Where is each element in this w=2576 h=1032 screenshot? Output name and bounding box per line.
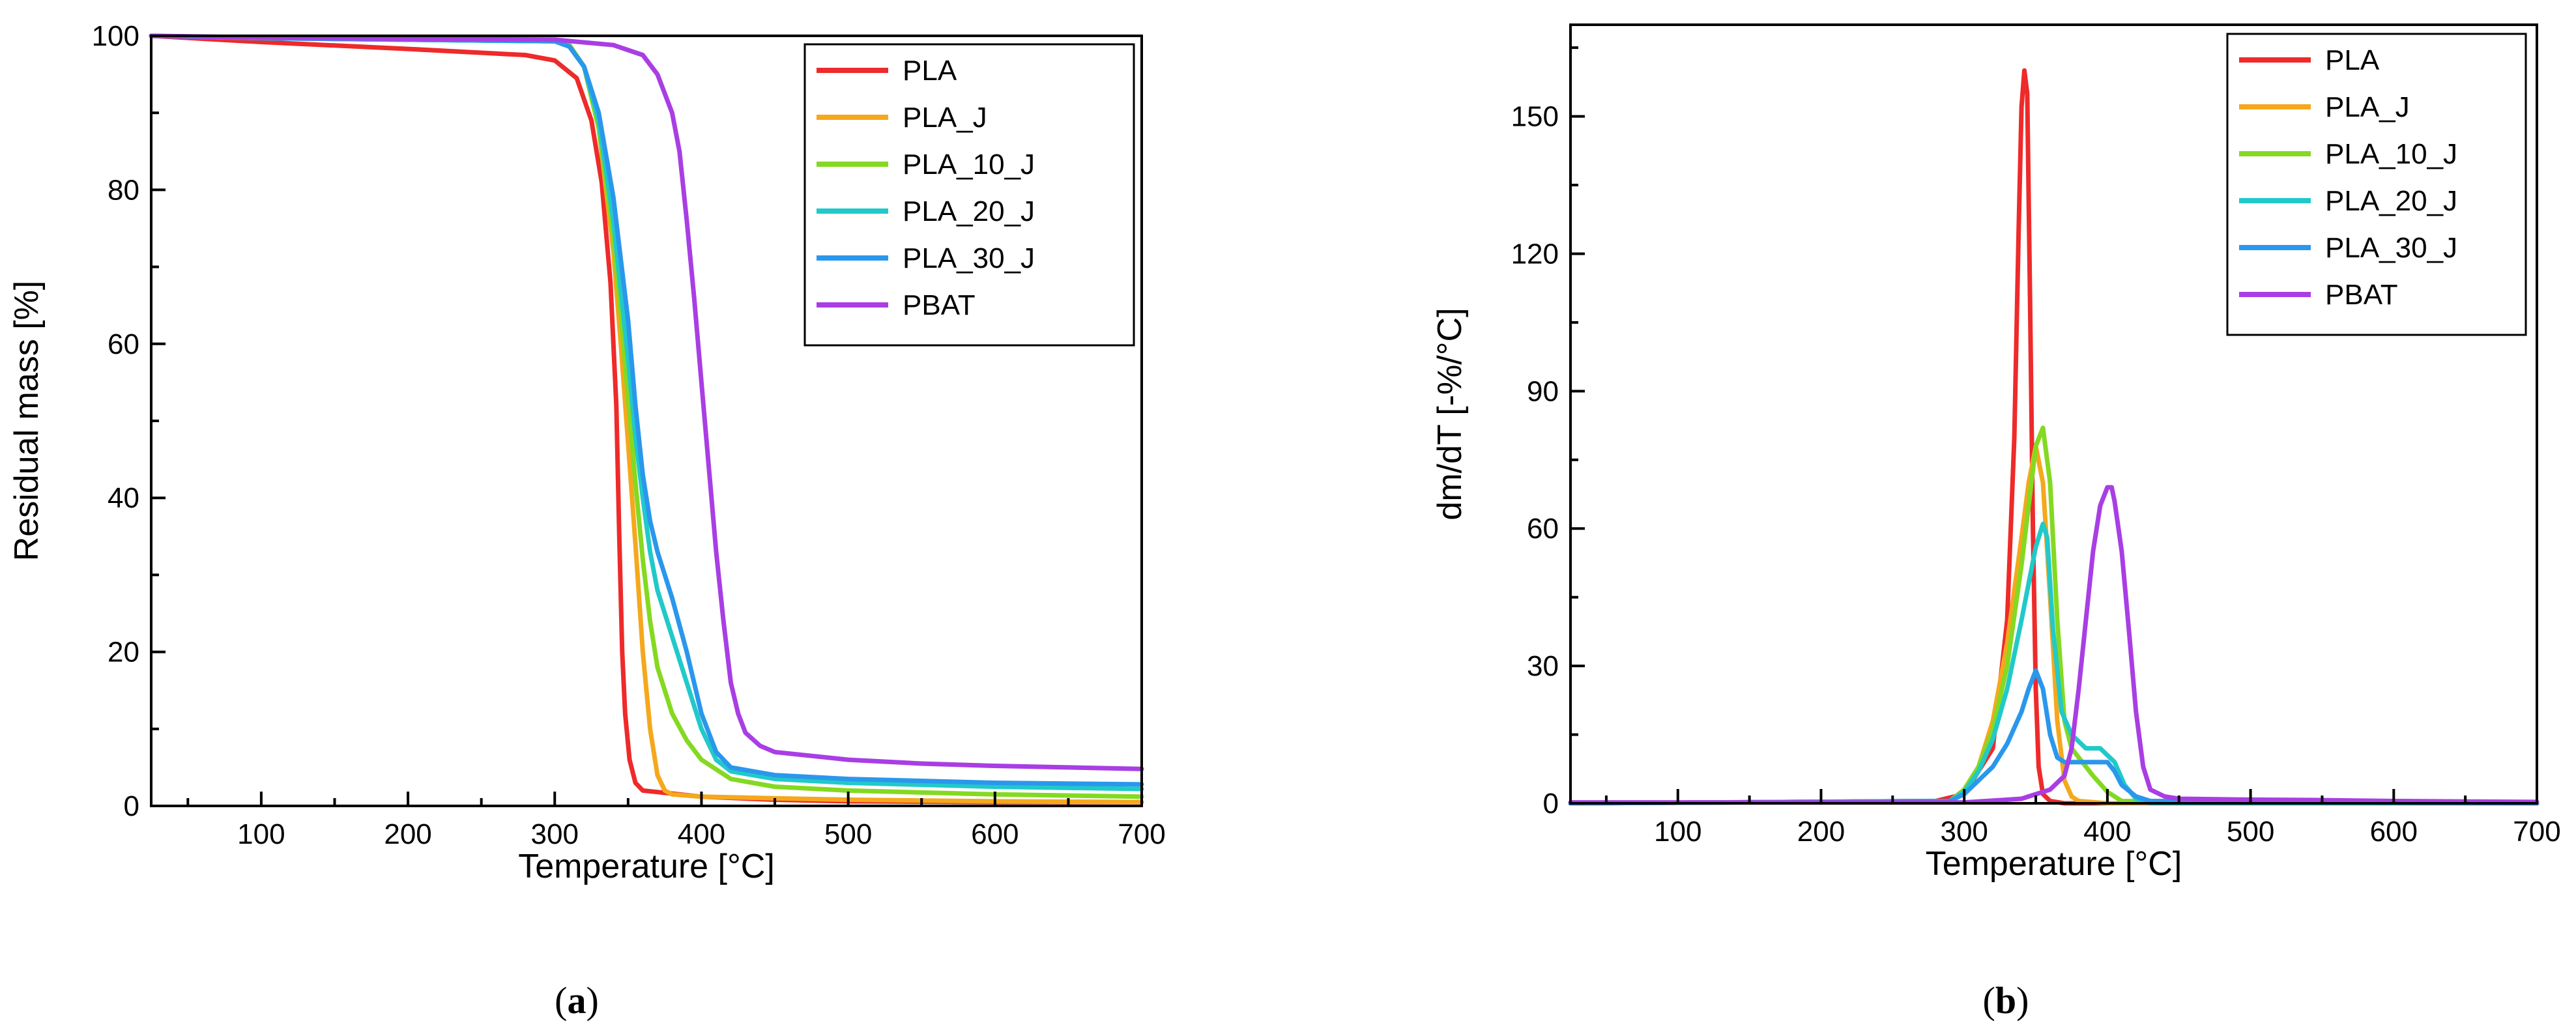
y-tick-label-b-0: 0 [1543,788,1559,820]
y-tick-label-a-60: 60 [108,328,139,360]
y-axis-title-b: dm/dT [-%/°C] [1431,308,1469,520]
x-tick-label-a-400: 400 [678,818,725,850]
legend-label-a-pla-j: PLA_J [903,102,987,134]
legend-box-b [2226,33,2527,336]
legend-b: PLA PLA_J PLA_10_J PLA_20_J PLA_30_J PBAT [2226,33,2527,336]
legend-label-b-pla-j: PLA_J [2325,91,2410,123]
legend-a: PLA PLA_J PLA_10_J PLA_20_J PLA_30_J PBAT [803,43,1135,347]
legend-label-b-pla: PLA [2325,44,2380,76]
y-tick-label-a-0: 0 [124,790,139,822]
legend-label-a-pla-20-j: PLA_20_J [903,195,1035,227]
x-tick-label-a-100: 100 [237,818,285,850]
legend-label-b-pla-10-j: PLA_10_J [2325,138,2457,170]
legend-label-a-pla: PLA [903,55,957,87]
x-axis-title-b: Temperature [°C] [1926,845,2182,883]
y-tick-label-a-40: 40 [108,482,139,514]
caption-b: (b) [1983,979,2029,1022]
x-tick-label-a-300: 300 [531,818,579,850]
legend-label-b-pla-20-j: PLA_20_J [2325,185,2457,217]
caption-a-letter: a [568,979,586,1022]
legend-label-b-pla-30-j: PLA_30_J [2325,232,2457,264]
x-tick-label-a-700: 700 [1118,818,1165,850]
series-line-b-pla-10-j [1568,425,2540,806]
caption-b-letter: b [1995,979,2016,1022]
x-tick-label-b-600: 600 [2370,816,2418,848]
x-tick-label-a-600: 600 [971,818,1019,850]
y-tick-label-b-30: 30 [1527,650,1559,682]
y-tick-label-a-100: 100 [92,20,139,52]
x-tick-label-b-200: 200 [1797,816,1845,848]
plot-frame-b [1569,23,2538,805]
series-line-b-pla-30-j [1568,668,2540,806]
caption-a-open: ( [555,979,567,1022]
y-tick-label-b-90: 90 [1527,375,1559,407]
x-tick-label-b-700: 700 [2513,816,2560,848]
y-axis-title-a: Residual mass [%] [8,281,46,562]
x-tick-label-a-200: 200 [384,818,431,850]
series-line-b-pla [1568,68,2540,806]
x-tick-label-b-100: 100 [1654,816,1701,848]
y-tick-label-b-60: 60 [1527,513,1559,545]
y-tick-label-b-120: 120 [1511,238,1559,270]
x-tick-label-a-500: 500 [824,818,872,850]
legend-label-a-pla-10-j: PLA_10_J [903,149,1035,180]
series-line-a-pla-30-j [149,33,1144,787]
legend-label-a-pla-30-j: PLA_30_J [903,242,1035,274]
y-tick-label-a-80: 80 [108,174,139,206]
chart-panel-b: 100 200 300 400 500 600 700 0 30 60 90 120 150 Temper… [1431,23,2561,883]
y-tick-label-a-20: 20 [108,637,139,668]
caption-a: (a) [555,979,599,1022]
series-line-b-pla-20-j [1568,521,2540,806]
x-tick-label-b-300: 300 [1940,816,1988,848]
x-axis-title-a: Temperature [°C] [518,848,775,885]
caption-b-open: ( [1983,979,1995,1022]
x-tick-label-b-500: 500 [2227,816,2274,848]
series-line-a-pbat [149,33,1144,771]
caption-a-close: ) [586,979,599,1022]
legend-label-a-pbat: PBAT [903,289,976,321]
chart-panel-a: 100 200 300 400 500 600 700 0 20 40 60 80 100 Tempera… [8,20,1166,885]
caption-b-close: ) [2016,979,2029,1022]
y-tick-label-b-150: 150 [1511,101,1559,133]
legend-label-b-pbat: PBAT [2325,279,2398,311]
x-tick-label-b-400: 400 [2083,816,2131,848]
legend-box-a [803,43,1135,347]
